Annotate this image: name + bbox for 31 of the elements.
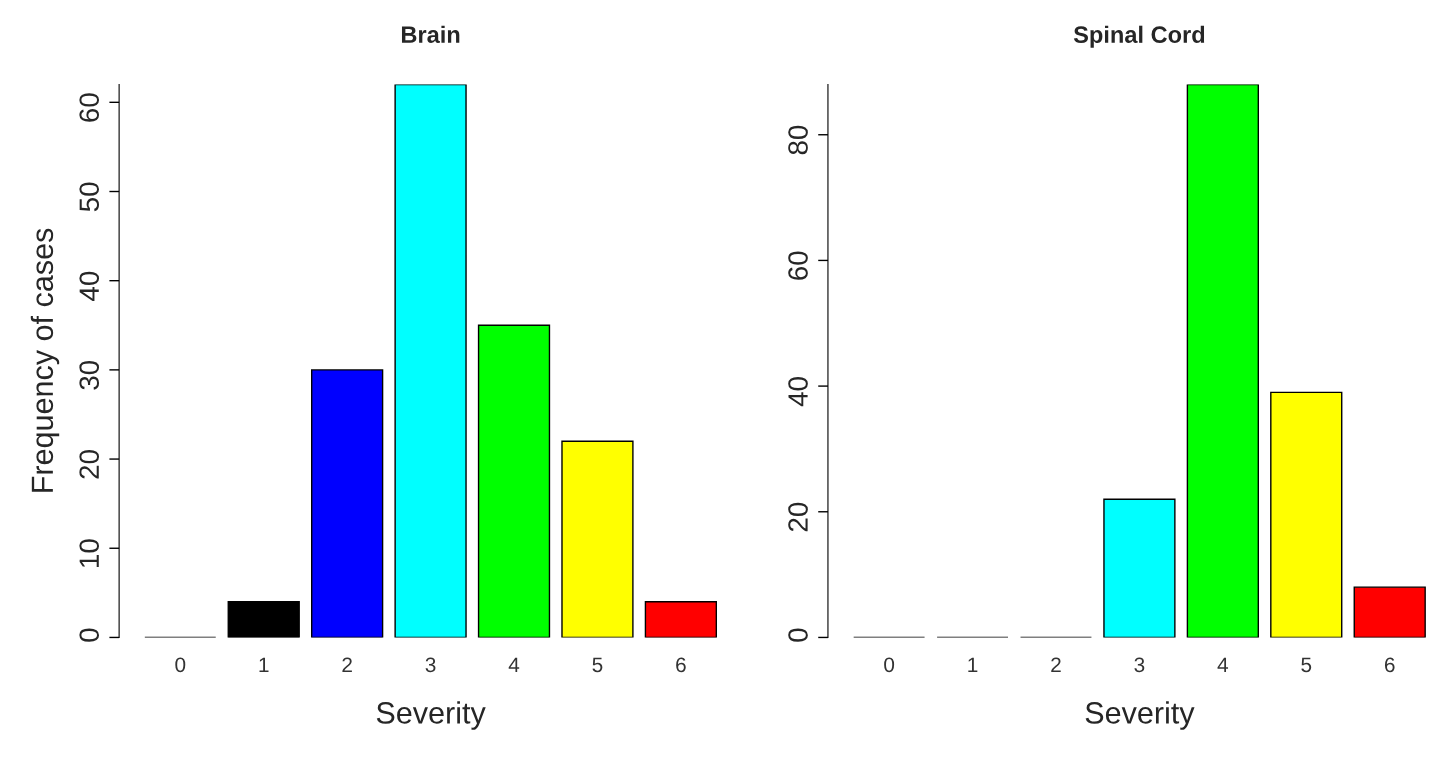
- y-tick-label: 40: [788, 377, 808, 407]
- y-axis-title: Frequency of cases: [30, 228, 60, 492]
- y-tick-label: 20: [79, 450, 100, 479]
- y-tick-label: 0: [788, 628, 808, 642]
- x-axis-title: Severity: [1085, 701, 1195, 730]
- x-tick-label: 1: [259, 657, 269, 672]
- y-tick-label: 0: [79, 628, 100, 642]
- x-tick-label: 5: [592, 657, 603, 673]
- x-tick-label: 0: [175, 657, 186, 673]
- x-tick-label: 0: [884, 657, 895, 673]
- x-tick-label: 6: [1384, 657, 1395, 673]
- y-tick-label: 50: [79, 182, 100, 212]
- x-tick-label: 2: [1051, 657, 1061, 672]
- y-tick-label: 60: [79, 93, 100, 122]
- y-tick-label: 10: [79, 539, 100, 567]
- x-tick-label: 6: [676, 657, 686, 673]
- x-tick-label: 2: [342, 657, 352, 672]
- y-tick-label: 60: [788, 251, 808, 280]
- x-tick-label: 3: [425, 657, 436, 673]
- y-tick-label: 40: [79, 271, 100, 301]
- y-tick-label: 20: [788, 502, 808, 532]
- x-tick-label: 5: [1301, 657, 1312, 673]
- y-tick-label: 30: [79, 360, 100, 390]
- x-tick-label: 4: [1217, 657, 1229, 672]
- x-tick-label: 4: [508, 657, 520, 672]
- x-axis-title: Severity: [376, 701, 486, 730]
- y-tick-label: 80: [788, 125, 808, 155]
- x-tick-label: 1: [968, 657, 978, 672]
- x-tick-label: 3: [1134, 657, 1145, 673]
- chart-title: Brain: [401, 25, 460, 44]
- chart-title: Spinal Cord: [1073, 25, 1205, 48]
